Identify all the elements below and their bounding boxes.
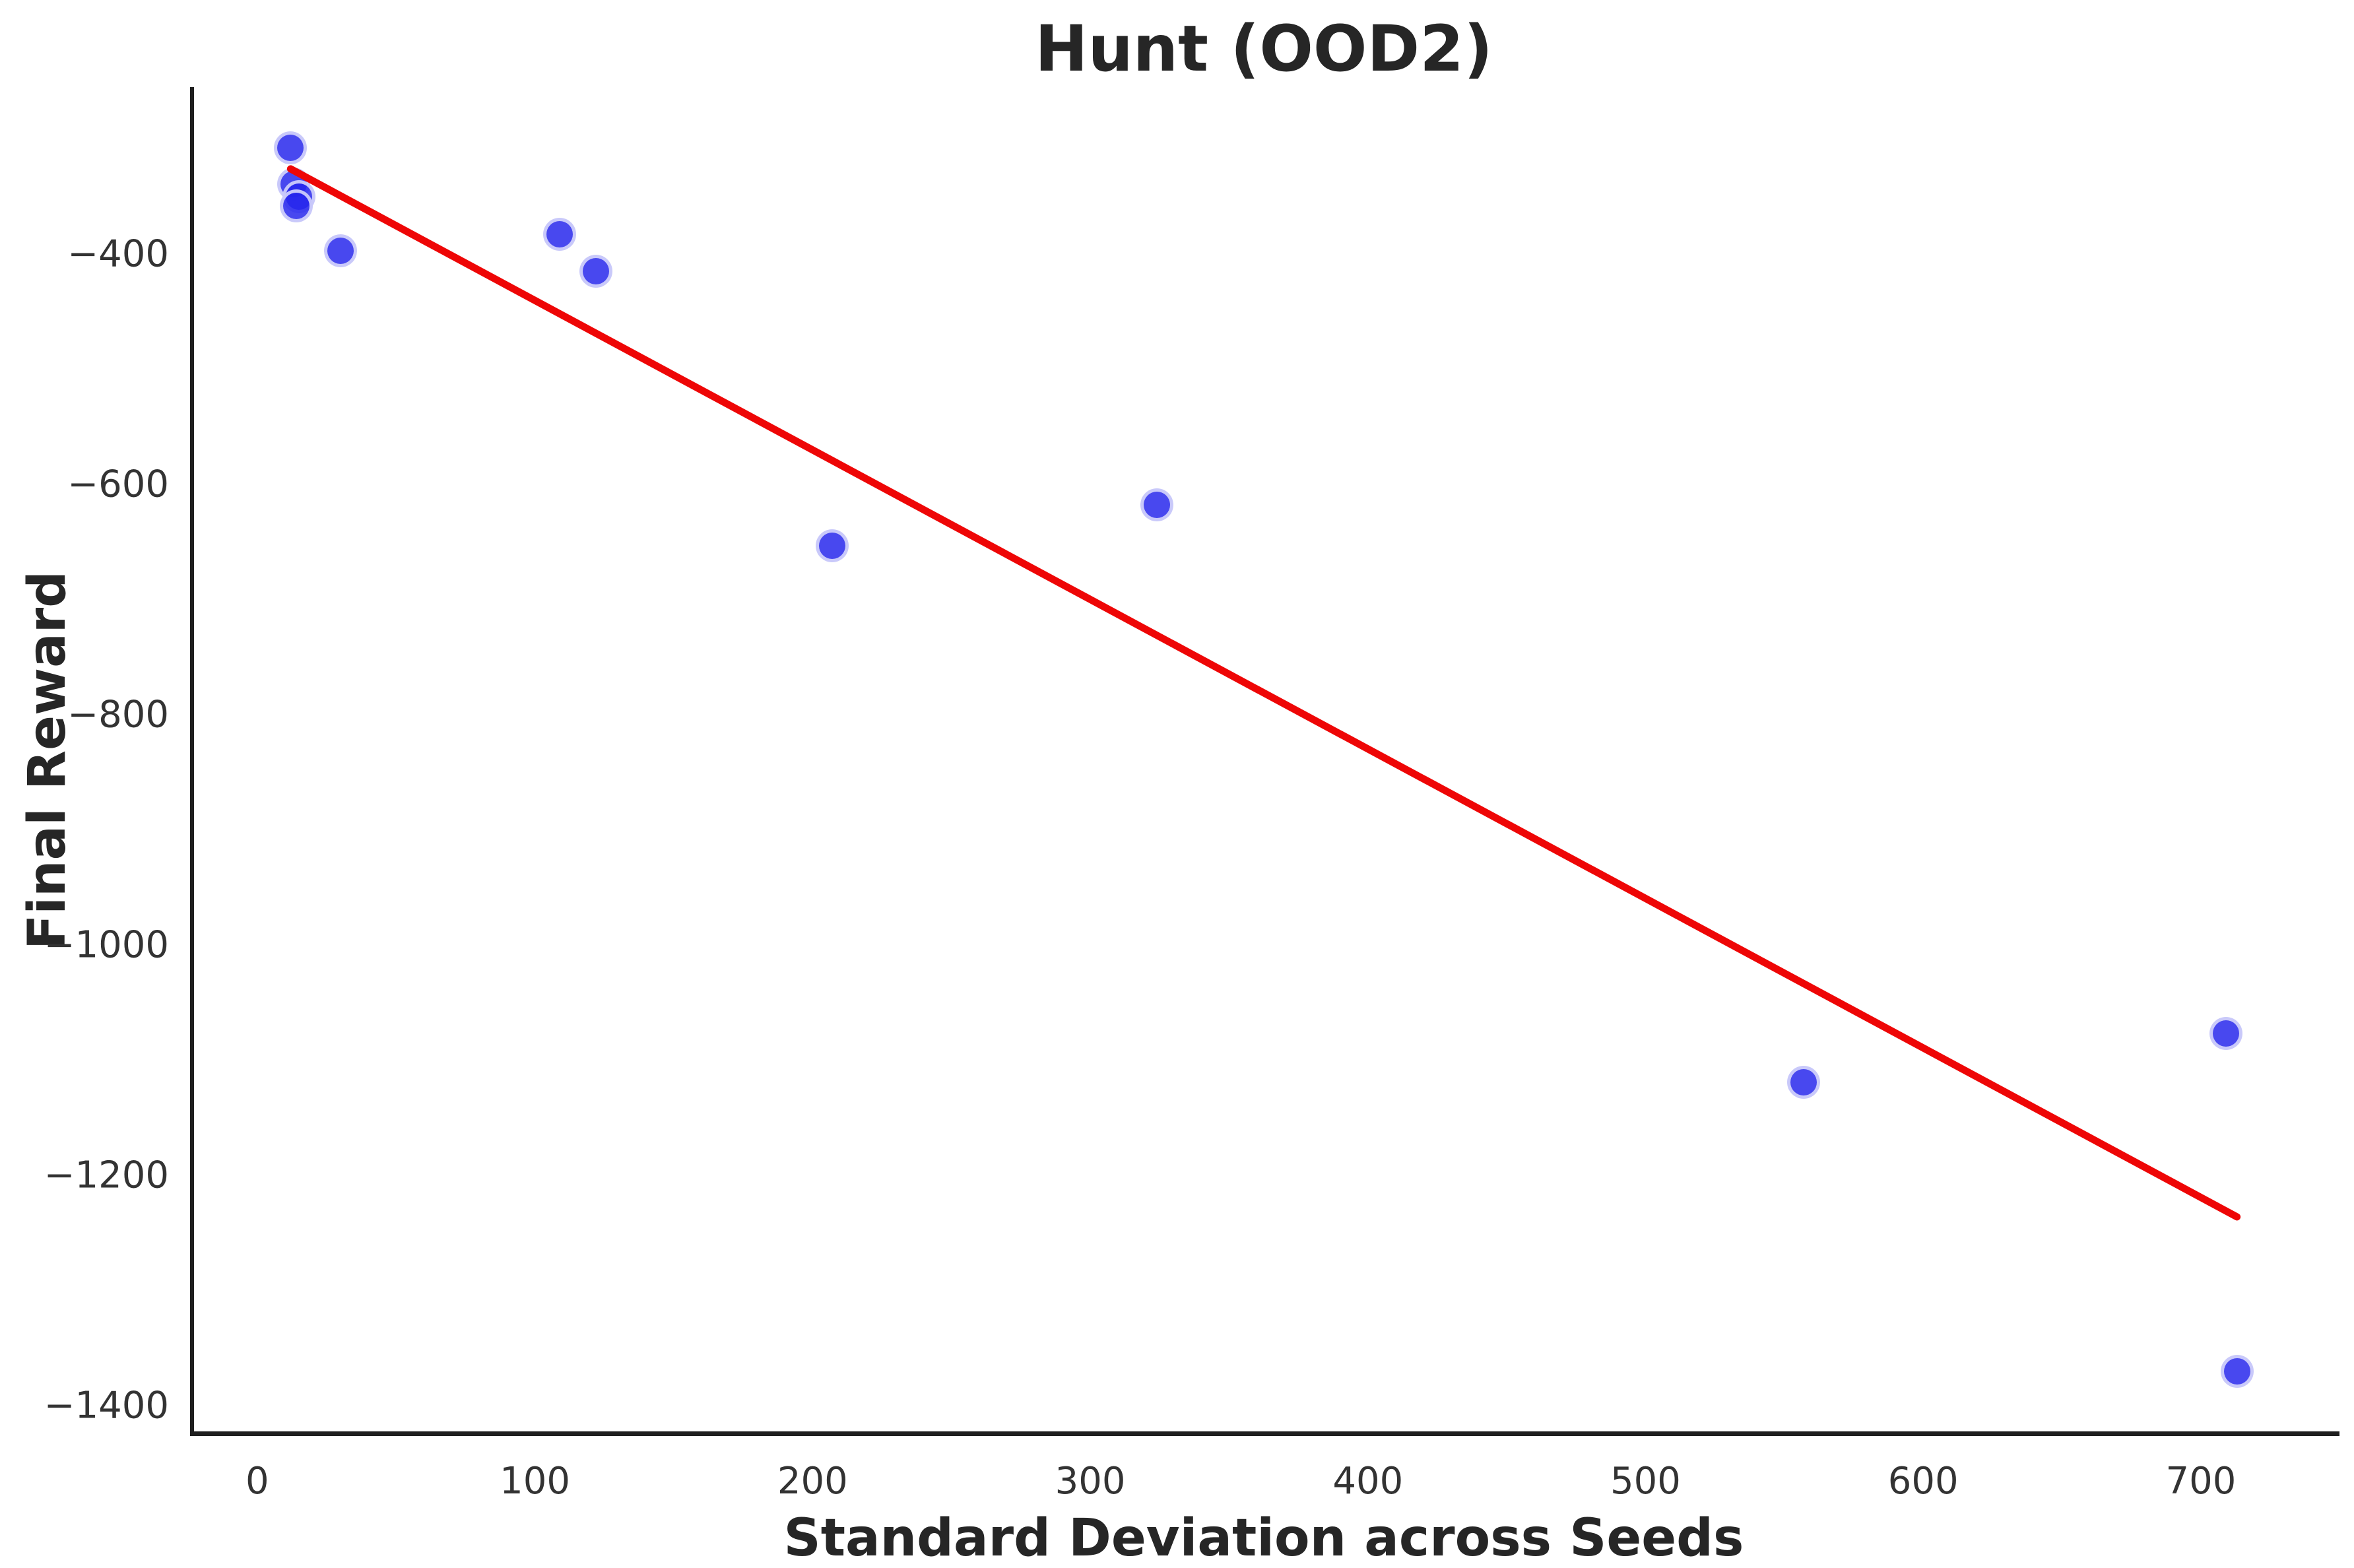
y-axis-spine xyxy=(190,87,194,1435)
chart-title: Hunt (OOD2) xyxy=(1035,12,1493,86)
data-point xyxy=(279,189,313,222)
data-point xyxy=(2220,1354,2254,1388)
data-point xyxy=(324,234,358,267)
x-axis-spine xyxy=(190,1431,2339,1436)
data-point xyxy=(543,218,577,251)
x-tick-label: 300 xyxy=(1055,1460,1126,1503)
data-point xyxy=(815,529,849,562)
data-point xyxy=(2209,1017,2242,1051)
data-point xyxy=(1140,488,1174,522)
regression-line xyxy=(286,165,2241,1221)
y-tick-label: −1400 xyxy=(44,1384,169,1427)
y-tick-label: −1200 xyxy=(44,1154,169,1197)
x-tick-label: 600 xyxy=(1887,1460,1959,1503)
x-tick-label: 500 xyxy=(1610,1460,1681,1503)
x-tick-label: 700 xyxy=(2165,1460,2237,1503)
y-tick-label: −600 xyxy=(67,463,169,506)
y-tick-label: −800 xyxy=(67,693,169,736)
x-tick-label: 400 xyxy=(1332,1460,1404,1503)
x-tick-label: 0 xyxy=(245,1460,269,1503)
x-tick-label: 200 xyxy=(777,1460,848,1503)
data-point xyxy=(274,131,308,165)
data-point xyxy=(579,255,613,288)
y-tick-label: −1000 xyxy=(44,923,169,967)
data-point xyxy=(1787,1065,1821,1099)
x-axis-label: Standard Deviation across Seeds xyxy=(783,1509,1744,1568)
x-tick-label: 100 xyxy=(500,1460,571,1503)
y-tick-label: −400 xyxy=(67,232,169,276)
